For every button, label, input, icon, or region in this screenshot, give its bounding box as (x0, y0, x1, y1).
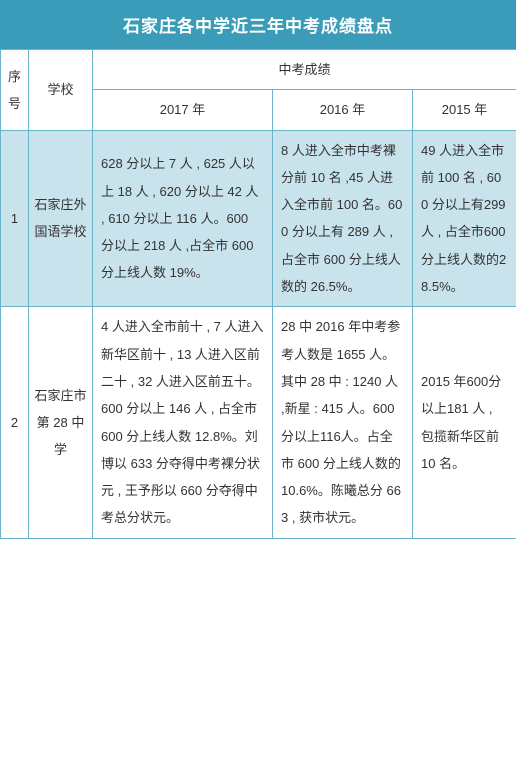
table-row: 1 石家庄外国语学校 628 分以上 7 人 , 625 人以上 18 人 , … (1, 130, 516, 307)
cell-seq: 2 (1, 307, 29, 538)
cell-school: 石家庄外国语学校 (29, 130, 93, 307)
header-school: 学校 (29, 50, 93, 131)
header-seq: 序号 (1, 50, 29, 131)
table-row: 2 石家庄市第 28 中学 4 人进入全市前十 , 7 人进入新华区前十 , 1… (1, 307, 516, 538)
cell-2015: 2015 年600分以上181 人 , 包揽新华区前 10 名。 (413, 307, 516, 538)
header-2017: 2017 年 (93, 90, 273, 130)
header-scores: 中考成绩 (93, 50, 516, 90)
header-2016: 2016 年 (273, 90, 413, 130)
cell-seq: 1 (1, 130, 29, 307)
scores-table: 序号 学校 中考成绩 2017 年 2016 年 2015 年 1 石家庄外国语… (0, 49, 516, 539)
cell-2017: 628 分以上 7 人 , 625 人以上 18 人 , 620 分以上 42 … (93, 130, 273, 307)
page-title: 石家庄各中学近三年中考成绩盘点 (0, 0, 516, 49)
header-2015: 2015 年 (413, 90, 516, 130)
cell-2017: 4 人进入全市前十 , 7 人进入新华区前十 , 13 人进入区前二十 , 32… (93, 307, 273, 538)
cell-2016: 28 中 2016 年中考参考人数是 1655 人。其中 28 中 : 1240… (273, 307, 413, 538)
cell-school: 石家庄市第 28 中学 (29, 307, 93, 538)
cell-2015: 49 人进入全市前 100 名 , 600 分以上有299人 , 占全市600分… (413, 130, 516, 307)
cell-2016: 8 人进入全市中考裸分前 10 名 ,45 人进入全市前 100 名。600 分… (273, 130, 413, 307)
